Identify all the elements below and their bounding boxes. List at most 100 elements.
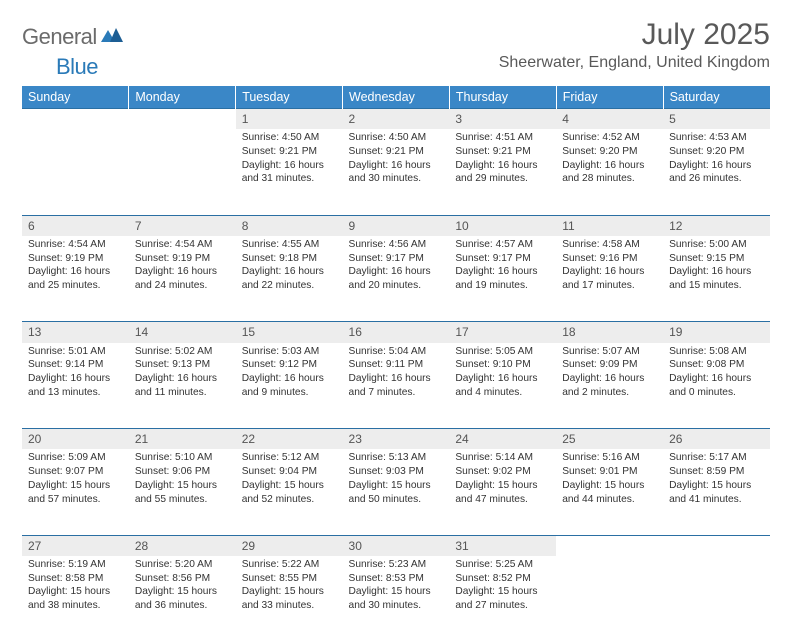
day-cell: Sunrise: 5:25 AMSunset: 8:52 PMDaylight:… xyxy=(449,556,556,642)
sunset-line: Sunset: 9:17 PM xyxy=(455,252,550,266)
daylight-line: Daylight: 16 hours and 29 minutes. xyxy=(455,159,550,187)
sunset-line: Sunset: 8:53 PM xyxy=(349,572,444,586)
day-cell: Sunrise: 4:54 AMSunset: 9:19 PMDaylight:… xyxy=(22,236,129,322)
day-cell: Sunrise: 5:00 AMSunset: 9:15 PMDaylight:… xyxy=(663,236,770,322)
day-number: 12 xyxy=(663,216,770,236)
day-cell: Sunrise: 4:53 AMSunset: 9:20 PMDaylight:… xyxy=(663,129,770,215)
daylight-line: Daylight: 16 hours and 22 minutes. xyxy=(242,265,337,293)
day-cell: Sunrise: 5:14 AMSunset: 9:02 PMDaylight:… xyxy=(449,449,556,535)
sunrise-line: Sunrise: 5:05 AM xyxy=(455,345,550,359)
day-cell: Sunrise: 5:17 AMSunset: 8:59 PMDaylight:… xyxy=(663,449,770,535)
sunrise-line: Sunrise: 4:51 AM xyxy=(455,131,550,145)
daylight-line: Daylight: 15 hours and 30 minutes. xyxy=(349,585,444,613)
daylight-line: Daylight: 16 hours and 19 minutes. xyxy=(455,265,550,293)
day-number: 1 xyxy=(236,109,343,129)
sunset-line: Sunset: 9:10 PM xyxy=(455,358,550,372)
sunrise-line: Sunrise: 5:14 AM xyxy=(455,451,550,465)
logo: General xyxy=(22,18,125,50)
sunset-line: Sunset: 9:18 PM xyxy=(242,252,337,266)
daylight-line: Daylight: 16 hours and 4 minutes. xyxy=(455,372,550,400)
sunrise-line: Sunrise: 5:20 AM xyxy=(135,558,230,572)
daylight-line: Daylight: 16 hours and 9 minutes. xyxy=(242,372,337,400)
day-cell: Sunrise: 4:56 AMSunset: 9:17 PMDaylight:… xyxy=(343,236,450,322)
day-cell: Sunrise: 5:05 AMSunset: 9:10 PMDaylight:… xyxy=(449,343,556,429)
sunrise-line: Sunrise: 4:57 AM xyxy=(455,238,550,252)
day-number: 18 xyxy=(556,322,663,342)
day-number: 22 xyxy=(236,429,343,449)
sunrise-line: Sunrise: 4:50 AM xyxy=(349,131,444,145)
sunrise-line: Sunrise: 4:54 AM xyxy=(28,238,123,252)
sunset-line: Sunset: 8:59 PM xyxy=(669,465,764,479)
sunset-line: Sunset: 9:01 PM xyxy=(562,465,657,479)
sunrise-line: Sunrise: 5:07 AM xyxy=(562,345,657,359)
day-cell xyxy=(129,129,236,215)
sunset-line: Sunset: 9:19 PM xyxy=(135,252,230,266)
daylight-line: Daylight: 16 hours and 7 minutes. xyxy=(349,372,444,400)
day-number xyxy=(663,536,770,540)
sunset-line: Sunset: 9:04 PM xyxy=(242,465,337,479)
day-cell: Sunrise: 5:07 AMSunset: 9:09 PMDaylight:… xyxy=(556,343,663,429)
day-cell xyxy=(663,556,770,642)
day-cell: Sunrise: 5:23 AMSunset: 8:53 PMDaylight:… xyxy=(343,556,450,642)
sunset-line: Sunset: 9:08 PM xyxy=(669,358,764,372)
sunset-line: Sunset: 9:21 PM xyxy=(349,145,444,159)
sunset-line: Sunset: 9:20 PM xyxy=(669,145,764,159)
sunset-line: Sunset: 8:58 PM xyxy=(28,572,123,586)
day-number: 26 xyxy=(663,429,770,449)
sunset-line: Sunset: 9:07 PM xyxy=(28,465,123,479)
daylight-line: Daylight: 15 hours and 36 minutes. xyxy=(135,585,230,613)
day-number xyxy=(22,109,129,113)
day-cell: Sunrise: 5:16 AMSunset: 9:01 PMDaylight:… xyxy=(556,449,663,535)
daynum-row: 2728293031 xyxy=(22,535,770,556)
day-number: 31 xyxy=(449,536,556,556)
daylight-line: Daylight: 15 hours and 52 minutes. xyxy=(242,479,337,507)
month-title: July 2025 xyxy=(499,18,770,52)
sunrise-line: Sunrise: 5:25 AM xyxy=(455,558,550,572)
day-cell: Sunrise: 4:51 AMSunset: 9:21 PMDaylight:… xyxy=(449,129,556,215)
day-number: 9 xyxy=(343,216,450,236)
day-cell: Sunrise: 4:58 AMSunset: 9:16 PMDaylight:… xyxy=(556,236,663,322)
daylight-line: Daylight: 16 hours and 24 minutes. xyxy=(135,265,230,293)
sunrise-line: Sunrise: 5:12 AM xyxy=(242,451,337,465)
sunrise-line: Sunrise: 4:55 AM xyxy=(242,238,337,252)
sunrise-line: Sunrise: 5:22 AM xyxy=(242,558,337,572)
day-cell: Sunrise: 4:50 AMSunset: 9:21 PMDaylight:… xyxy=(343,129,450,215)
sunset-line: Sunset: 9:13 PM xyxy=(135,358,230,372)
daylight-line: Daylight: 15 hours and 47 minutes. xyxy=(455,479,550,507)
week-row: Sunrise: 5:09 AMSunset: 9:07 PMDaylight:… xyxy=(22,449,770,535)
daylight-line: Daylight: 16 hours and 0 minutes. xyxy=(669,372,764,400)
day-number: 30 xyxy=(343,536,450,556)
day-cell: Sunrise: 5:03 AMSunset: 9:12 PMDaylight:… xyxy=(236,343,343,429)
day-cell: Sunrise: 5:19 AMSunset: 8:58 PMDaylight:… xyxy=(22,556,129,642)
day-number: 13 xyxy=(22,322,129,342)
sunset-line: Sunset: 9:16 PM xyxy=(562,252,657,266)
day-number: 19 xyxy=(663,322,770,342)
day-cell: Sunrise: 5:09 AMSunset: 9:07 PMDaylight:… xyxy=(22,449,129,535)
sunrise-line: Sunrise: 5:13 AM xyxy=(349,451,444,465)
sunrise-line: Sunrise: 5:23 AM xyxy=(349,558,444,572)
weekday-header: Saturday xyxy=(663,86,770,109)
sunrise-line: Sunrise: 5:10 AM xyxy=(135,451,230,465)
sunset-line: Sunset: 9:12 PM xyxy=(242,358,337,372)
daylight-line: Daylight: 15 hours and 27 minutes. xyxy=(455,585,550,613)
sunrise-line: Sunrise: 5:17 AM xyxy=(669,451,764,465)
day-number: 29 xyxy=(236,536,343,556)
weekday-header: Monday xyxy=(129,86,236,109)
sunset-line: Sunset: 9:06 PM xyxy=(135,465,230,479)
logo-triangle-icon xyxy=(101,26,123,47)
sunrise-line: Sunrise: 5:00 AM xyxy=(669,238,764,252)
week-row: Sunrise: 5:19 AMSunset: 8:58 PMDaylight:… xyxy=(22,556,770,642)
daylight-line: Daylight: 16 hours and 2 minutes. xyxy=(562,372,657,400)
sunset-line: Sunset: 9:21 PM xyxy=(455,145,550,159)
weekday-header-row: SundayMondayTuesdayWednesdayThursdayFrid… xyxy=(22,86,770,109)
day-number: 28 xyxy=(129,536,236,556)
sunrise-line: Sunrise: 4:52 AM xyxy=(562,131,657,145)
sunset-line: Sunset: 9:14 PM xyxy=(28,358,123,372)
daylight-line: Daylight: 16 hours and 30 minutes. xyxy=(349,159,444,187)
sunset-line: Sunset: 9:03 PM xyxy=(349,465,444,479)
daynum-row: 13141516171819 xyxy=(22,322,770,343)
day-number: 8 xyxy=(236,216,343,236)
daylight-line: Daylight: 15 hours and 50 minutes. xyxy=(349,479,444,507)
day-cell: Sunrise: 4:55 AMSunset: 9:18 PMDaylight:… xyxy=(236,236,343,322)
logo-text-blue: Blue xyxy=(56,54,98,79)
